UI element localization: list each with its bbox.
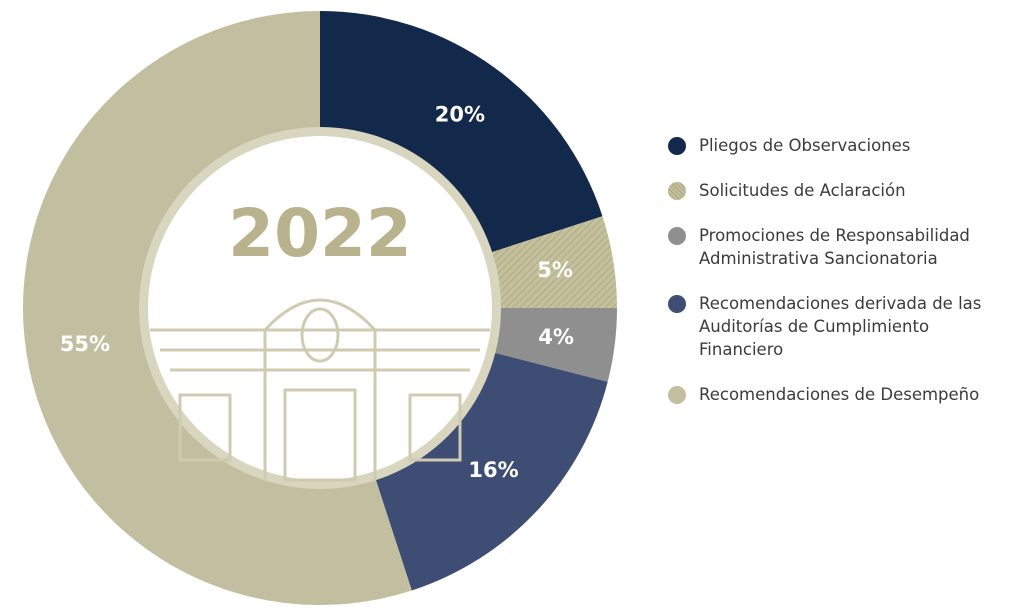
legend-swatch (668, 227, 686, 245)
legend-item: Recomendaciones derivada de las Auditorí… (668, 292, 1018, 361)
legend-swatch (668, 182, 686, 200)
legend-swatch (668, 137, 686, 155)
legend-label: Solicitudes de Aclaración (699, 181, 906, 200)
slices (23, 11, 617, 605)
legend-item: Promociones de Responsabilidad Administr… (668, 224, 1018, 270)
legend-label: Pliegos de Observaciones (699, 136, 911, 155)
legend-label: Promociones de Responsabilidad Administr… (699, 226, 970, 268)
legend-item: Recomendaciones de Desempeño (668, 383, 1018, 406)
legend: Pliegos de Observaciones Solicitudes de A… (668, 134, 1018, 406)
data-label: 16% (468, 458, 518, 482)
legend-item: Pliegos de Observaciones (668, 134, 1018, 157)
center-title: 2022 (228, 195, 412, 272)
legend-label: Recomendaciones derivada de las Auditorí… (699, 294, 982, 359)
legend-item: Solicitudes de Aclaración (668, 179, 1018, 202)
legend-label: Recomendaciones de Desempeño (699, 385, 980, 404)
legend-swatch (668, 386, 686, 404)
data-label: 5% (537, 258, 573, 282)
slice (320, 11, 603, 253)
slice (489, 216, 617, 308)
slice (23, 11, 412, 605)
legend-swatch (668, 295, 686, 313)
slice (492, 308, 617, 382)
building-illustration (150, 298, 490, 482)
slice (375, 352, 608, 591)
data-label: 4% (538, 325, 574, 349)
data-label: 20% (435, 102, 485, 126)
data-label: 55% (60, 332, 110, 356)
